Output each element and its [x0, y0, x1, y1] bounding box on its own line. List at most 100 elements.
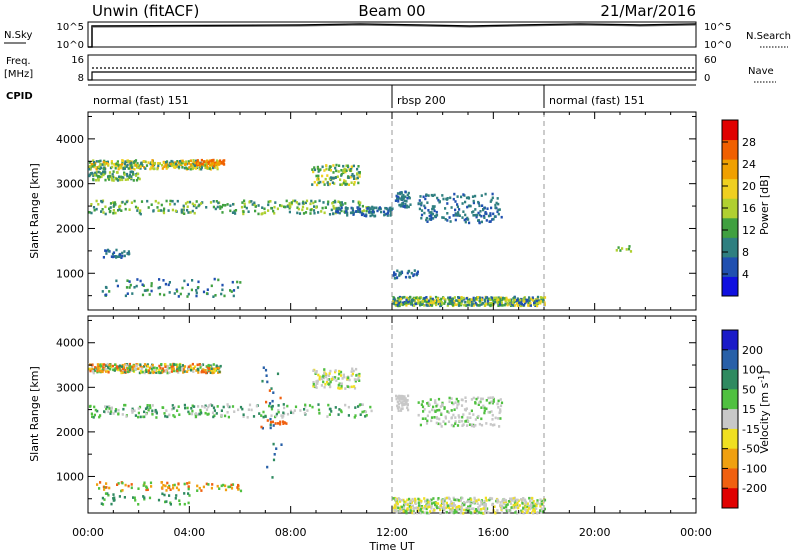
data-cell: [482, 507, 485, 510]
data-cell: [353, 181, 356, 184]
data-cell: [540, 502, 543, 506]
data-cell: [188, 166, 191, 169]
data-cell: [471, 195, 475, 198]
data-cell: [455, 397, 458, 401]
data-cell: [387, 209, 390, 212]
data-cell: [153, 366, 156, 370]
data-cell: [161, 167, 164, 170]
data-cell: [186, 406, 189, 410]
data-cell: [481, 204, 484, 207]
data-cell: [403, 199, 406, 203]
data-cell: [272, 209, 275, 213]
data-cell: [386, 211, 390, 215]
data-cell: [480, 503, 483, 506]
data-cell: [130, 170, 133, 173]
data-cell: [220, 409, 223, 412]
data-cell: [117, 408, 120, 412]
data-cell: [191, 368, 194, 372]
data-cell: [208, 163, 212, 167]
date-title: 21/Mar/2016: [600, 2, 696, 20]
data-cell: [462, 501, 466, 504]
data-cell: [113, 369, 116, 372]
data-cell: [426, 499, 429, 502]
data-cell: [194, 412, 198, 415]
data-cell: [175, 162, 178, 166]
data-cell: [427, 500, 430, 504]
data-cell: [93, 413, 96, 417]
data-cell: [136, 209, 139, 212]
data-cell: [445, 197, 448, 201]
data-cell: [363, 410, 366, 413]
data-cell: [261, 379, 264, 383]
data-cell: [315, 386, 318, 389]
data-cell: [102, 173, 105, 177]
data-cell: [205, 408, 209, 411]
data-cell: [340, 183, 343, 186]
data-cell: [149, 162, 152, 166]
data-cell: [106, 405, 109, 409]
data-cell: [258, 412, 261, 415]
data-cell: [421, 300, 424, 304]
data-cell: [364, 410, 367, 414]
data-cell: [102, 256, 105, 259]
data-cell: [141, 293, 145, 297]
data-cell: [539, 300, 542, 303]
data-cell: [215, 364, 218, 368]
data-cell: [352, 164, 355, 168]
data-cell: [505, 508, 508, 511]
data-cell: [433, 209, 436, 213]
data-cell: [139, 165, 142, 168]
data-cell: [407, 269, 411, 273]
data-cell: [462, 413, 465, 416]
data-cell: [261, 206, 264, 209]
data-cell: [115, 279, 118, 283]
data-cell: [396, 404, 399, 408]
data-cell: [146, 488, 149, 491]
data-cell: [121, 200, 124, 204]
data-cell: [451, 298, 454, 302]
data-cell: [175, 363, 178, 366]
data-cell: [458, 507, 461, 511]
data-cell: [107, 162, 110, 166]
data-cell: [108, 405, 111, 408]
data-cell: [439, 299, 442, 303]
data-cell: [406, 507, 409, 510]
data-cell: [229, 289, 232, 292]
data-cell: [95, 167, 98, 171]
data-cell: [183, 279, 186, 283]
data-cell: [365, 209, 368, 213]
data-cell: [404, 275, 408, 279]
data-cell: [345, 169, 348, 172]
data-cell: [223, 163, 226, 166]
colorbar-tick-label: -50: [742, 443, 760, 456]
data-cell: [453, 192, 456, 196]
data-cell: [180, 211, 183, 214]
colorbar-tick-label: 4: [742, 268, 749, 281]
data-cell: [130, 483, 133, 486]
data-cell: [421, 510, 424, 514]
data-cell: [273, 453, 276, 456]
data-cell: [322, 380, 325, 384]
data-cell: [455, 299, 458, 302]
data-cell: [400, 498, 403, 502]
data-cell: [535, 507, 538, 510]
data-cell: [313, 180, 316, 184]
data-cell: [183, 492, 186, 495]
data-cell: [155, 411, 158, 415]
data-cell: [398, 510, 401, 513]
data-cell: [110, 255, 113, 258]
data-cell: [220, 484, 223, 488]
data-cell: [332, 207, 336, 210]
data-cell: [248, 200, 251, 203]
data-cell: [219, 205, 222, 208]
data-cell: [337, 170, 340, 173]
data-cell: [189, 211, 192, 214]
data-cell: [380, 210, 383, 214]
data-cell: [508, 299, 511, 303]
data-cell: [406, 498, 409, 502]
data-cell: [167, 283, 170, 287]
data-cell: [131, 407, 134, 411]
data-cell: [124, 207, 127, 211]
data-cell: [232, 289, 236, 292]
